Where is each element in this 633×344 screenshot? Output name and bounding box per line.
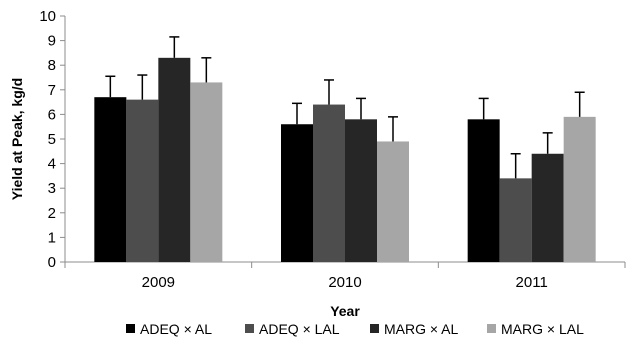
- legend-label: ADEQ × LAL: [259, 321, 340, 337]
- legend-swatch: [487, 324, 496, 333]
- bars: [94, 57, 596, 263]
- bar: [499, 178, 532, 262]
- y-tick-label: 4: [48, 156, 56, 173]
- bar: [281, 124, 313, 263]
- y-tick-label: 8: [48, 57, 56, 74]
- bar: [313, 104, 345, 262]
- bar: [158, 57, 191, 262]
- y-tick-label: 0: [48, 254, 56, 271]
- x-tick-label: 2010: [328, 274, 361, 291]
- y-tick-label: 9: [48, 33, 56, 50]
- y-tick-label: 6: [48, 106, 56, 123]
- x-axis-title: Year: [330, 303, 360, 319]
- legend-label: MARG × AL: [384, 321, 459, 337]
- x-tick-label: 2009: [142, 274, 175, 291]
- legend-label: ADEQ × AL: [140, 321, 212, 337]
- error-bars: [105, 36, 585, 179]
- bar: [94, 97, 127, 263]
- y-tick-label: 3: [48, 180, 56, 197]
- bar: [126, 99, 159, 262]
- x-tick-label: 2011: [516, 274, 548, 291]
- legend-swatch: [370, 324, 379, 333]
- bar: [345, 119, 377, 262]
- bar: [563, 116, 596, 262]
- legend-swatch: [126, 324, 135, 333]
- y-axis-title: Yield at Peak, kg/d: [9, 78, 25, 200]
- legend-label: MARG × LAL: [501, 321, 584, 337]
- tick-labels: 0 1 2 3 4 5 6 7 8 9 10 2009 2010 2011: [39, 8, 547, 291]
- y-tick-label: 1: [48, 229, 56, 246]
- y-tick-label: 10: [39, 8, 56, 25]
- legend: ADEQ × AL ADEQ × LAL MARG × AL MARG × LAL: [126, 321, 584, 337]
- bar: [190, 82, 223, 262]
- bar: [467, 119, 500, 262]
- bar: [377, 141, 409, 262]
- y-tick-label: 2: [48, 205, 56, 222]
- y-tick-label: 5: [48, 131, 56, 148]
- y-tick-label: 7: [48, 82, 56, 99]
- bar: [531, 153, 564, 262]
- legend-swatch: [245, 324, 254, 333]
